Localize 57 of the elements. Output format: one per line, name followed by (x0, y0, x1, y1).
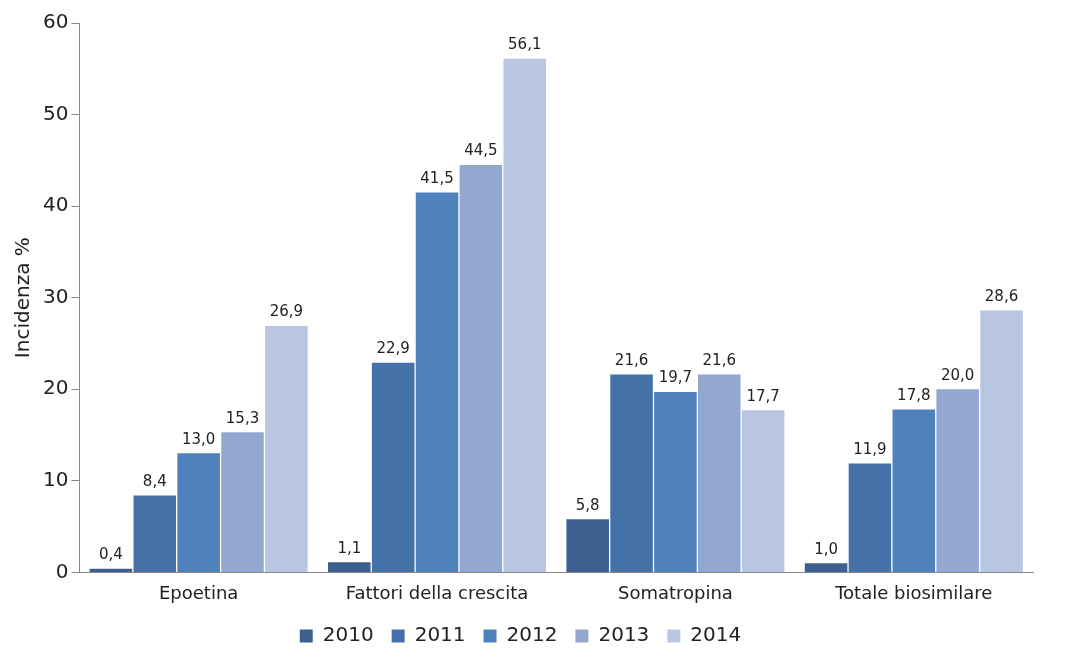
data-label: 0,4 (98, 545, 123, 564)
data-label: 20,0 (940, 365, 975, 384)
data-label: 5,8 (575, 495, 600, 514)
x-tick-label: Totale biosimilare (834, 581, 993, 603)
y-tick-label: 20 (43, 375, 69, 400)
data-label: 17,8 (897, 385, 931, 404)
data-label: 13,0 (181, 429, 216, 448)
legend-label: 2011 (414, 622, 466, 647)
bar (415, 192, 459, 572)
y-tick-label: 0 (55, 558, 69, 583)
legend-label: 2014 (690, 622, 742, 647)
bar (804, 563, 848, 572)
y-tick-label: 50 (43, 100, 69, 125)
bar (848, 463, 892, 572)
bar (654, 392, 697, 572)
data-label: 19,7 (658, 368, 693, 387)
bar (459, 164, 503, 572)
bar (503, 58, 547, 572)
bar (698, 374, 741, 572)
data-label: 1,1 (337, 538, 362, 557)
bar (177, 453, 220, 572)
data-label: 56,1 (508, 35, 542, 54)
bar (221, 432, 264, 572)
data-label: 41,5 (420, 168, 454, 187)
bar (936, 389, 979, 572)
x-tick-label: Somatropina (617, 581, 733, 603)
bar (741, 410, 785, 572)
bar (328, 562, 371, 572)
y-tick-label: 60 (43, 9, 69, 34)
bar (566, 519, 609, 572)
bar (610, 374, 653, 572)
x-tick-label: Fattori della crescita (345, 581, 529, 603)
bar (89, 568, 133, 572)
data-label: 22,9 (376, 339, 410, 358)
y-axis-title: Incidenza % (10, 237, 35, 359)
bar (980, 310, 1023, 572)
bar (892, 409, 936, 572)
data-label: 21,6 (702, 351, 736, 370)
y-tick-label: 10 (43, 467, 69, 492)
legend-label: 2010 (322, 622, 374, 647)
legend-label: 2013 (598, 622, 650, 647)
y-tick-label: 40 (43, 192, 69, 217)
data-label: 26,9 (269, 302, 304, 321)
bar (265, 326, 308, 572)
data-label: 1,0 (814, 539, 839, 558)
data-label: 8,4 (142, 471, 167, 490)
bar (133, 495, 177, 572)
data-label: 21,6 (614, 351, 649, 370)
data-label: 11,9 (853, 439, 887, 458)
x-tick-label: Epoetina (158, 581, 239, 603)
data-label: 44,5 (464, 141, 498, 160)
data-label: 28,6 (984, 286, 1019, 305)
data-label: 15,3 (225, 408, 260, 427)
bar (371, 362, 415, 572)
legend-label: 2012 (506, 622, 558, 647)
data-label: 17,7 (746, 386, 780, 405)
y-tick-label: 30 (43, 283, 69, 308)
